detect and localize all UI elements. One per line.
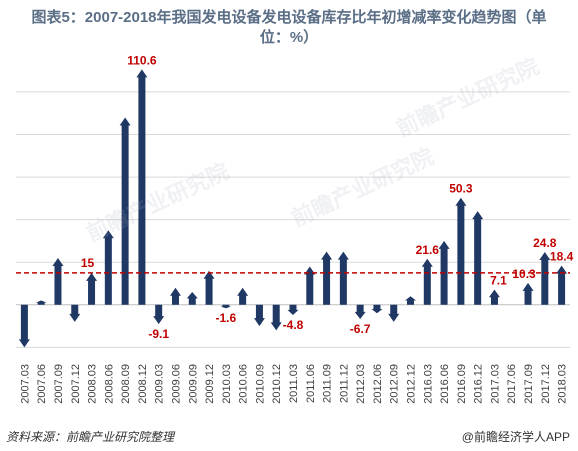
bar-2016.03 (421, 258, 433, 305)
bar-2016.09 (455, 197, 467, 305)
bar-2017.09 (522, 282, 534, 305)
x-tick-label: 2016.06 (439, 364, 451, 404)
x-tick-label: 2011.09 (322, 364, 334, 403)
x-tick-label: 2016.12 (473, 364, 485, 404)
x-tick-label: 2007.09 (53, 364, 65, 404)
bar-2018.03 (556, 265, 568, 305)
data-label: 10.3 (512, 267, 536, 281)
x-tick-label: 2011.03 (288, 364, 300, 403)
x-tick-label: 2009.12 (204, 364, 216, 404)
bar-2017.12 (539, 251, 551, 305)
data-label: -9.1 (148, 327, 169, 341)
bar-2007.06 (35, 300, 47, 305)
data-label: 24.8 (533, 236, 557, 250)
bar-2009.09 (186, 292, 198, 305)
bar-2008.09 (119, 117, 131, 305)
x-tick-label: 2010.12 (271, 364, 283, 404)
bar-2010.09 (253, 304, 265, 327)
x-tick-label: 2009.09 (187, 364, 199, 404)
x-tick-label: 2011.12 (338, 364, 350, 403)
bar-2017.03 (488, 289, 500, 305)
x-tick-label: 2017.12 (540, 364, 552, 404)
x-tick-label: 2008.12 (137, 364, 149, 404)
x-tick-label: 2017.09 (523, 364, 535, 404)
brand-credit: @前瞻经济学人APP (462, 428, 570, 445)
x-tick-label: 2007.03 (19, 364, 31, 404)
bar-2012.03 (354, 304, 366, 320)
bar-2012.12 (405, 296, 417, 305)
data-label: 21.6 (416, 243, 440, 257)
bar-2010.12 (270, 304, 282, 331)
x-tick-label: 2012.06 (372, 364, 384, 404)
bar-2009.06 (169, 287, 181, 305)
bar-2011.06 (304, 266, 316, 305)
x-tick-label: 2009.03 (154, 364, 166, 404)
bar-2012.09 (388, 304, 400, 322)
data-label: -6.7 (350, 322, 371, 336)
x-tick-label: 2017.06 (506, 364, 518, 404)
x-tick-label: 2018.03 (557, 364, 569, 404)
chart-title-line2: 位：%） (259, 29, 319, 46)
x-tick-label: 2008.03 (87, 364, 99, 404)
bar-2008.12 (136, 69, 148, 305)
data-label: 50.3 (449, 182, 473, 196)
x-tick-label: 2012.09 (389, 364, 401, 404)
x-tick-label: 2010.09 (254, 364, 266, 404)
bar-2009.12 (203, 270, 215, 305)
data-label: 110.6 (127, 53, 157, 67)
x-tick-label: 2016.03 (422, 364, 434, 404)
x-tick-label: 2009.06 (170, 364, 182, 404)
x-tick-label: 2012.03 (355, 364, 367, 404)
data-label: -1.6 (216, 311, 237, 325)
bar-2011.03 (287, 304, 299, 316)
x-tick-label: 2008.09 (120, 364, 132, 404)
x-tick-label: 2011.06 (305, 364, 317, 403)
brand-text: @前瞻经济学人APP (461, 430, 570, 444)
x-tick-label: 2008.06 (103, 364, 115, 404)
bar-2011.12 (337, 251, 349, 305)
bar-2009.03 (153, 304, 165, 325)
x-tick-label: 2016.09 (456, 364, 468, 404)
chart-title: 图表5：2007-2018年我国发电设备发电设备库存比年初增减率变化趋势图（单 … (0, 8, 578, 48)
bar-2010.06 (237, 287, 249, 305)
bar-2010.03 (220, 304, 232, 309)
chart-title-line1: 图表5：2007-2018年我国发电设备发电设备库存比年初增减率变化趋势图（单 (31, 9, 547, 26)
x-tick-label: 2007.06 (36, 364, 48, 404)
x-tick-label: 2007.12 (70, 364, 82, 404)
x-tick-label: 2017.03 (489, 364, 501, 404)
bar-2008.06 (102, 230, 114, 305)
bar-2008.03 (86, 272, 98, 305)
x-tick-label: 2010.06 (238, 364, 250, 404)
data-label: -4.8 (283, 318, 304, 332)
data-label: 18.4 (550, 250, 574, 264)
data-label: 15 (81, 256, 95, 270)
bar-2012.06 (371, 304, 383, 314)
bar-2011.09 (321, 251, 333, 305)
bar-2007.03 (18, 304, 30, 348)
x-tick-label: 2012.12 (406, 364, 418, 404)
data-label: 7.1 (490, 274, 507, 288)
bar-2007.09 (52, 257, 64, 305)
bar-2016.12 (472, 211, 484, 305)
source-note: 资料来源：前瞻产业研究院整理 (6, 430, 175, 444)
x-tick-label: 2010.03 (221, 364, 233, 404)
bar-2007.12 (69, 304, 81, 322)
